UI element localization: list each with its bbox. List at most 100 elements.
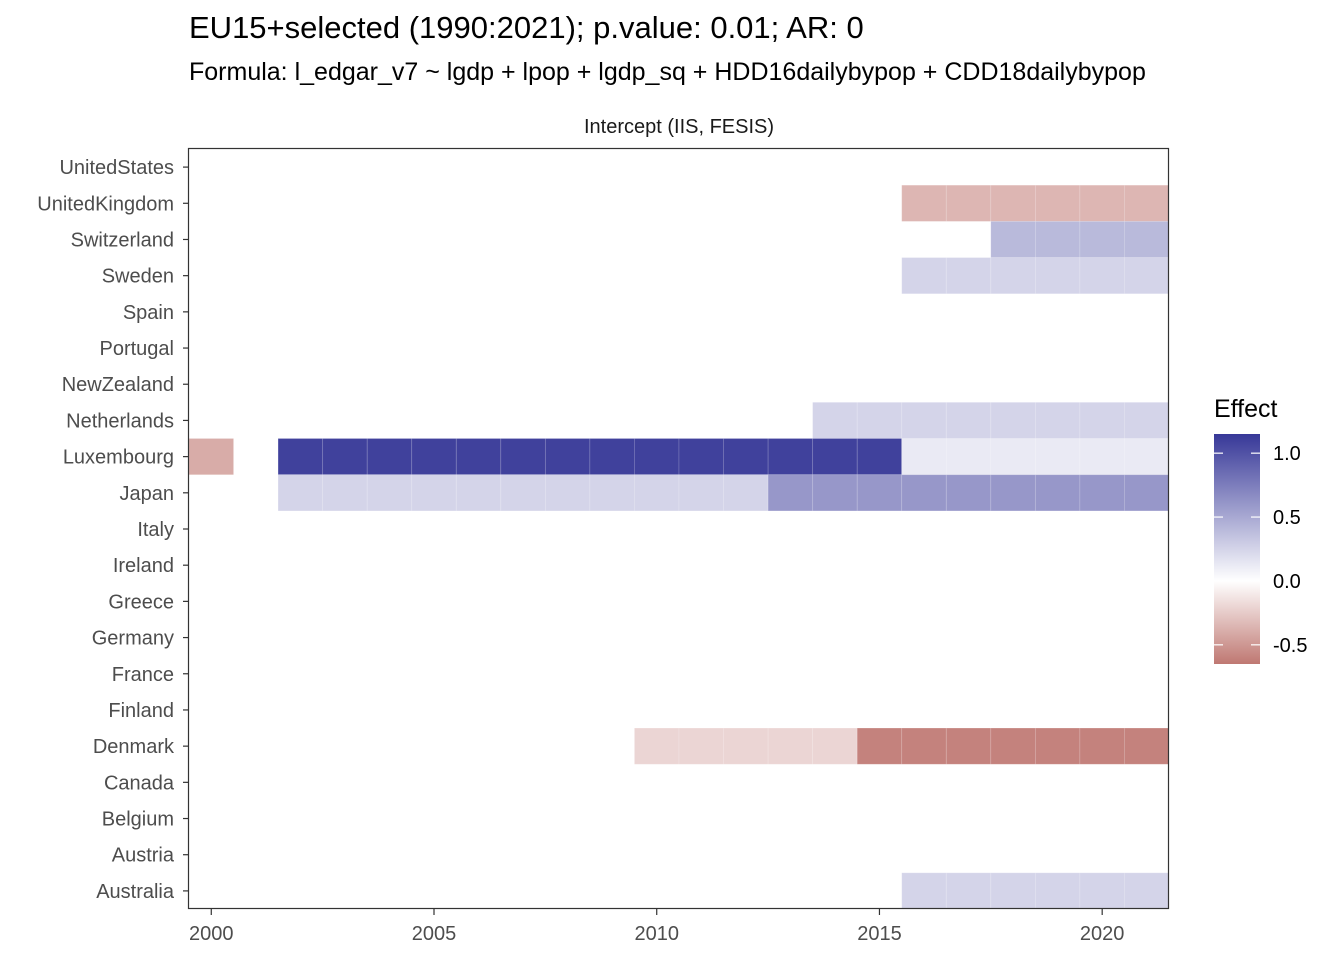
heatmap-cell — [589, 438, 635, 476]
legend-tick-label: 1.0 — [1273, 443, 1301, 465]
y-axis-label: Canada — [104, 772, 175, 794]
heatmap-cell — [767, 727, 814, 765]
heatmap-cell — [678, 727, 724, 765]
heatmap-cell — [1079, 220, 1125, 258]
heatmap-cell — [544, 474, 591, 512]
x-axis-tick-label: 2000 — [189, 923, 234, 945]
heatmap-cell — [455, 474, 502, 512]
panel-border — [187, 147, 1170, 910]
heatmap-cell — [1124, 184, 1170, 222]
y-axis-label: Greece — [108, 591, 174, 613]
legend-tick-label: 0.0 — [1273, 571, 1301, 593]
heatmap-cell — [856, 474, 903, 512]
legend-ticks: 1.0 0.5 0.0 -0.5 — [1214, 443, 1307, 657]
chart-subtitle: Formula: l_edgar_v7 ~ lgdp + lpop + lgdp… — [189, 58, 1146, 86]
heatmap-cell — [1034, 220, 1081, 258]
heatmap-cell — [1124, 438, 1170, 476]
heatmap-cell — [1124, 474, 1170, 512]
heatmap-cell — [1034, 474, 1081, 512]
heatmap-cell — [767, 438, 814, 476]
heatmap-cell — [945, 257, 992, 295]
x-axis-tick-label: 2020 — [1080, 923, 1125, 945]
heatmap-cell — [1124, 872, 1170, 910]
heatmap-cell — [990, 474, 1036, 512]
legend-title: Effect — [1214, 395, 1278, 423]
heatmap-cell — [901, 257, 947, 295]
y-axis-label: Austria — [112, 845, 175, 867]
heatmap-cell — [277, 474, 324, 512]
heatmap-cell — [589, 474, 635, 512]
y-axis-label: Finland — [108, 700, 174, 722]
heatmap-cell — [990, 220, 1036, 258]
heatmap-cell — [945, 184, 992, 222]
heatmap-cell — [1079, 438, 1125, 476]
heatmap-cell — [1079, 184, 1125, 222]
x-axis-tick-label: 2005 — [412, 923, 457, 945]
heatmap-cell — [1034, 872, 1081, 910]
heatmap-cell — [990, 257, 1036, 295]
heatmap-cell — [945, 474, 992, 512]
heatmap-cell — [990, 872, 1036, 910]
y-axis-label: Italy — [137, 519, 174, 541]
heatmap-cell — [945, 438, 992, 476]
y-axis-label: Australia — [96, 881, 175, 903]
heatmap-cell — [411, 474, 457, 512]
chart-title: EU15+selected (1990:2021); p.value: 0.01… — [189, 10, 864, 45]
y-axis-label: France — [112, 664, 174, 686]
heatmap-cell — [723, 438, 769, 476]
heatmap-cell — [812, 727, 858, 765]
heatmap-cell — [411, 438, 457, 476]
heatmap-cell — [366, 438, 413, 476]
heatmap-cell — [678, 474, 724, 512]
y-axis-label: Ireland — [113, 555, 174, 577]
heatmap-cell — [1034, 401, 1081, 439]
heatmap-cell — [1034, 438, 1081, 476]
heatmap-cell — [901, 438, 947, 476]
heatmap-cell — [1124, 401, 1170, 439]
x-axis-tick-label: 2015 — [857, 923, 902, 945]
y-axis-label: Netherlands — [66, 410, 174, 432]
y-axis-label: Germany — [92, 628, 174, 650]
heatmap-cell — [723, 727, 769, 765]
heatmap-cell — [767, 474, 814, 512]
y-axis-label: UnitedStates — [59, 157, 174, 179]
heatmap-cell — [1124, 727, 1170, 765]
y-axis-label: NewZealand — [62, 374, 174, 396]
heatmap-cell — [322, 474, 368, 512]
heatmap-cell — [1079, 474, 1125, 512]
y-axis-label: Denmark — [93, 736, 175, 758]
heatmap-cell — [1079, 727, 1125, 765]
heatmap-cell — [723, 474, 769, 512]
heatmap-cell — [455, 438, 502, 476]
heatmap-cell — [812, 401, 858, 439]
heatmap-cell — [544, 438, 591, 476]
heatmap-cell — [1124, 220, 1170, 258]
heatmap-cell — [1079, 401, 1125, 439]
heatmap-cell — [188, 438, 234, 476]
heatmap-cell — [1124, 257, 1170, 295]
heatmap-cell — [901, 872, 947, 910]
heatmap-cell — [1079, 257, 1125, 295]
heatmap-cell — [322, 438, 368, 476]
heatmap-cell — [990, 184, 1036, 222]
heatmap-cell — [634, 727, 680, 765]
heatmap-cell — [856, 727, 903, 765]
heatmap-cell — [901, 401, 947, 439]
heatmap-cell — [1034, 184, 1081, 222]
heatmap-cell — [500, 438, 546, 476]
heatmap-cell — [945, 872, 992, 910]
heatmap-cell — [990, 438, 1036, 476]
heatmap-cell — [812, 438, 858, 476]
heatmap-cell — [1034, 257, 1081, 295]
y-axis-labels: UnitedStates UnitedKingdom Switzerland Swed… — [37, 157, 189, 903]
heatmap-cell — [901, 727, 947, 765]
heatmap-cell — [856, 438, 903, 476]
heatmap-cell — [901, 474, 947, 512]
heatmap-cell — [634, 438, 680, 476]
heatmap-cell — [945, 727, 992, 765]
legend-tick-label: -0.5 — [1273, 635, 1307, 657]
legend-tick-label: 0.5 — [1273, 507, 1301, 529]
heatmap-cell — [277, 438, 324, 476]
heatmap-cell — [901, 184, 947, 222]
